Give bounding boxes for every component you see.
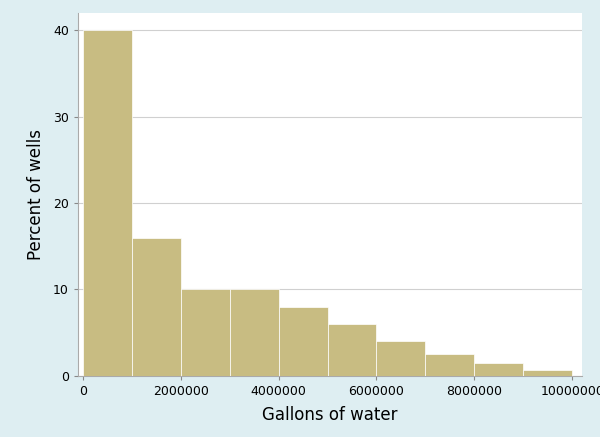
Bar xyxy=(328,324,376,376)
Bar xyxy=(83,31,132,376)
Bar xyxy=(278,307,328,376)
Bar xyxy=(230,289,278,376)
Bar xyxy=(181,289,230,376)
Bar xyxy=(523,370,572,376)
Bar xyxy=(132,238,181,376)
Y-axis label: Percent of wells: Percent of wells xyxy=(27,129,45,260)
Bar xyxy=(376,341,425,376)
Bar xyxy=(475,363,523,376)
X-axis label: Gallons of water: Gallons of water xyxy=(262,406,398,424)
Bar xyxy=(425,354,475,376)
